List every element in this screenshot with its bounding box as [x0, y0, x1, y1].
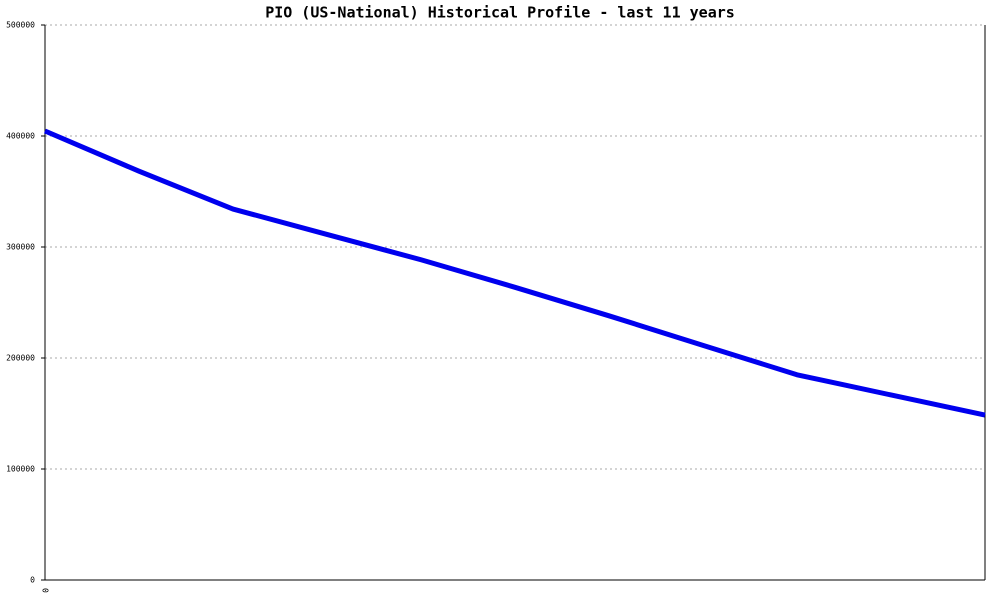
y-tick-label: 300000	[6, 243, 35, 252]
data-line	[44, 128, 986, 418]
chart-title: PIO (US-National) Historical Profile - l…	[265, 4, 735, 22]
y-tick-label: 200000	[6, 354, 35, 363]
y-tick-label: 500000	[6, 21, 35, 30]
y-tick-label: 0	[30, 576, 35, 585]
y-tick-label: 100000	[6, 465, 35, 474]
y-tick-label: 400000	[6, 132, 35, 141]
x-tick-label: 0	[41, 588, 50, 593]
